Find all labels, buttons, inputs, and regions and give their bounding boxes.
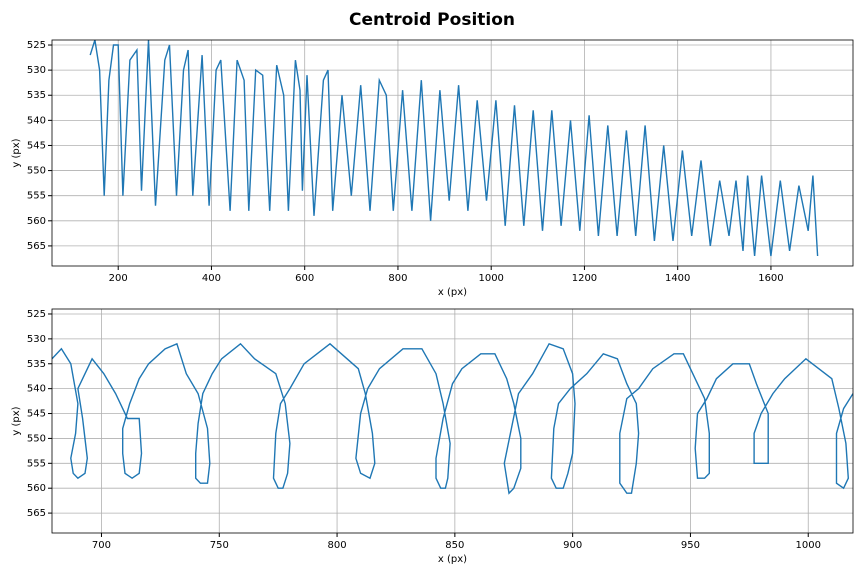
data-line xyxy=(89,40,819,257)
x-tick-label: 750 xyxy=(210,540,229,551)
y-tick-label: 565 xyxy=(27,508,46,519)
x-axis-label: x (px) xyxy=(438,287,467,298)
y-tick-label: 525 xyxy=(27,309,46,320)
axes-frame xyxy=(51,39,854,267)
x-tick-label: 700 xyxy=(92,540,111,551)
x-tick-label: 200 xyxy=(109,273,128,284)
y-axis-label: y (px) xyxy=(11,138,22,167)
x-axis-label: x (px) xyxy=(438,554,467,565)
y-tick-label: 550 xyxy=(27,166,46,177)
y-tick-label: 540 xyxy=(27,384,46,395)
data-line xyxy=(52,342,853,495)
y-tick-label: 550 xyxy=(27,433,46,444)
y-axis-label: y (px) xyxy=(11,406,22,435)
x-tick-label: 800 xyxy=(328,540,347,551)
y-tick-label: 540 xyxy=(27,115,46,126)
y-tick-label: 545 xyxy=(27,140,46,151)
y-tick-label: 565 xyxy=(27,241,46,252)
y-tick-label: 530 xyxy=(27,334,46,345)
axes-frame xyxy=(51,308,854,534)
y-tick-label: 535 xyxy=(27,90,46,101)
x-tick-label: 600 xyxy=(295,273,314,284)
x-tick-label: 850 xyxy=(445,540,464,551)
x-tick-label: 1200 xyxy=(572,273,597,284)
y-tick-label: 530 xyxy=(27,65,46,76)
y-tick-label: 525 xyxy=(27,40,46,51)
x-tick-label: 1600 xyxy=(758,273,783,284)
x-tick-label: 400 xyxy=(202,273,221,284)
y-tick-label: 545 xyxy=(27,409,46,420)
y-tick-label: 555 xyxy=(27,458,46,469)
x-tick-label: 900 xyxy=(563,540,582,551)
figure-title: Centroid Position xyxy=(349,10,515,30)
x-tick-label: 1000 xyxy=(478,273,503,284)
x-tick-label: 950 xyxy=(681,540,700,551)
plot-area xyxy=(89,40,819,257)
x-tick-label: 1400 xyxy=(665,273,690,284)
y-tick-label: 560 xyxy=(27,483,46,494)
x-tick-label: 800 xyxy=(388,273,407,284)
y-tick-label: 535 xyxy=(27,359,46,370)
y-tick-label: 560 xyxy=(27,216,46,227)
x-tick-label: 1000 xyxy=(796,540,821,551)
plot-area xyxy=(52,342,853,495)
y-tick-label: 555 xyxy=(27,191,46,202)
